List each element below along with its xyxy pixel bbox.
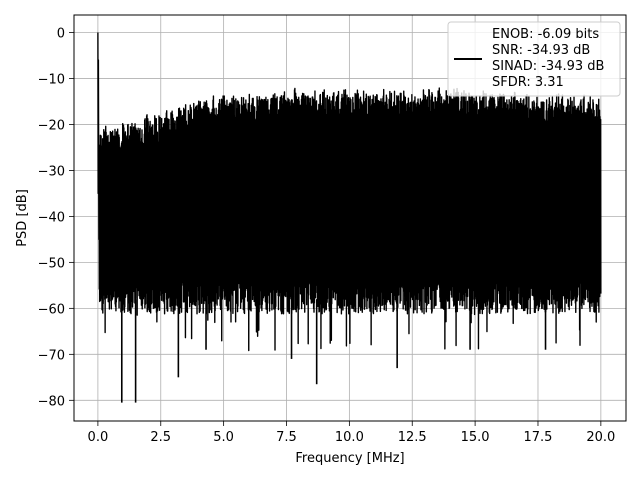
x-tick-label: 0.0 (88, 430, 109, 445)
y-tick-label: −60 (38, 302, 65, 317)
legend: ENOB: -6.09 bits SNR: -34.93 dB SINAD: -34… (447, 21, 621, 97)
psd-series-line (97, 32, 602, 352)
y-tick-label: −20 (38, 118, 65, 133)
legend-box (447, 21, 621, 97)
x-tick-label: 17.5 (524, 430, 553, 445)
legend-line: SNR: -34.93 dB (492, 43, 590, 58)
plot-area (97, 32, 602, 403)
axes-frame (73, 14, 627, 422)
x-tick-label: 5.0 (213, 430, 234, 445)
y-tick-label: −80 (38, 394, 65, 409)
x-tick-label: 12.5 (398, 430, 427, 445)
y-axis: 0 −10 −20 −30 −40 −50 −60 −70 −80 (38, 26, 74, 409)
y-tick-label: −30 (38, 164, 65, 179)
legend-series-label: ENOB: -6.09 bits SNR: -34.93 dB SINAD: -34… (492, 27, 604, 90)
x-tick-label: 10.0 (335, 430, 364, 445)
y-tick-label: −70 (38, 348, 65, 363)
x-tick-label: 15.0 (461, 430, 490, 445)
x-axis-label: Frequency [MHz] (295, 451, 404, 466)
legend-line: SINAD: -34.93 dB (492, 59, 604, 74)
y-tick-label: −40 (38, 210, 65, 225)
y-tick-label: −50 (38, 256, 65, 271)
x-tick-label: 2.5 (150, 430, 171, 445)
legend-line: SFDR: 3.31 (492, 75, 564, 90)
y-tick-label: 0 (57, 26, 65, 41)
y-tick-label: −10 (38, 72, 65, 87)
legend-line: ENOB: -6.09 bits (492, 27, 599, 42)
x-tick-label: 7.5 (276, 430, 297, 445)
x-tick-label: 20.0 (586, 430, 615, 445)
x-axis: 0.0 2.5 5.0 7.5 10.0 12.5 15.0 17.5 20.0 (88, 421, 615, 445)
y-axis-label: PSD [dB] (15, 189, 30, 247)
